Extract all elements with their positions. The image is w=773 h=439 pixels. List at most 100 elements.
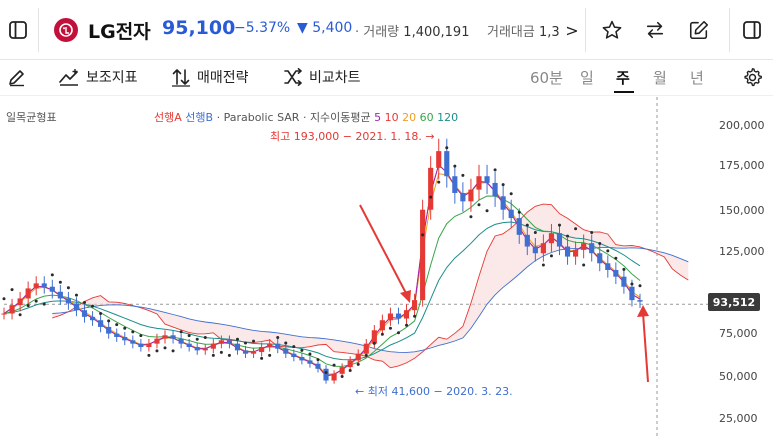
low-arrow: ← (355, 385, 365, 398)
period-week[interactable]: 주 (616, 69, 630, 87)
sar-dot (2, 297, 6, 301)
gear-icon[interactable] (740, 65, 764, 89)
legend-sar: Parabolic SAR (223, 111, 300, 124)
candle-body (532, 246, 538, 254)
legend-ema: 지수이동평균 (309, 111, 371, 124)
candle-body (564, 246, 571, 257)
current-price: 95,100 (162, 17, 236, 39)
stock-chart[interactable]: 일목균형표 선행A 선행B · Parabolic SAR · 지수이동평균 5… (0, 97, 773, 439)
candle-body (412, 300, 418, 311)
period-year[interactable]: 년 (690, 69, 704, 87)
sar-dot (34, 299, 38, 303)
sar-dot (557, 223, 561, 227)
period-60min[interactable]: 60분 (530, 69, 563, 87)
candle-body (436, 151, 442, 168)
trading-amount-info: 거래대금 1,3 (487, 21, 562, 40)
sar-dot (396, 331, 400, 335)
sar-dot (485, 209, 489, 213)
candle-body (9, 305, 15, 314)
strategy-button[interactable]: 매매전략 (171, 67, 249, 87)
chart-canvas[interactable] (0, 97, 773, 439)
candle-body (516, 218, 522, 235)
candle-body (315, 363, 321, 369)
sar-dot (388, 326, 392, 330)
volume-value: 1,400,191 (403, 25, 470, 40)
candle-body (460, 192, 466, 202)
legend-ma20: 20 (402, 111, 417, 124)
right-panel-toggle-icon[interactable] (740, 18, 764, 42)
candle-body (1, 313, 7, 315)
sar-dot (340, 374, 344, 378)
candle-body (154, 338, 160, 344)
period-day[interactable]: 일 (580, 69, 594, 87)
sar-dot (372, 341, 376, 345)
candle-body (524, 234, 530, 247)
sar-dot (211, 353, 215, 357)
volume-info: · 거래량 1,400,191 (355, 21, 469, 40)
chart-legend: 선행A 선행B · Parabolic SAR · 지수이동평균 5 10 20… (154, 109, 458, 125)
ema-60-line (3, 195, 641, 367)
sidebar-toggle-icon[interactable] (6, 18, 30, 42)
sar-dot (10, 288, 14, 292)
sar-dot (348, 368, 352, 372)
sar-dot (574, 227, 578, 231)
candle-body (395, 313, 402, 319)
candle-body (299, 357, 305, 361)
sar-dot (203, 335, 207, 339)
candle-body (162, 335, 168, 339)
candle-body (323, 368, 329, 381)
sar-dot (268, 353, 272, 357)
leading-span-a-line (52, 203, 689, 369)
candle-body (81, 310, 88, 317)
change-percent: −5.37% (234, 20, 291, 36)
sar-dot (244, 341, 248, 345)
candle-body (540, 243, 546, 254)
swap-arrows-icon[interactable] (642, 17, 668, 43)
compare-label: 비교차트 (309, 70, 361, 86)
sar-dot (566, 234, 570, 238)
sar-dot (421, 233, 425, 237)
sar-dot (74, 293, 78, 297)
sar-dot (493, 168, 497, 172)
sar-dot (614, 256, 618, 260)
y-tick-label: 150,000 (719, 204, 765, 217)
sar-dot (549, 254, 553, 258)
low-annotation: ← 최저 41,600 − 2020. 3. 23. (355, 383, 513, 399)
indicator-button[interactable]: 보조지표 (58, 67, 138, 87)
candle-body (629, 286, 635, 301)
sar-dot (332, 363, 336, 367)
sar-dot (171, 349, 175, 353)
sar-dot (525, 223, 529, 227)
ema-120-line (3, 221, 641, 361)
compare-icon (284, 68, 302, 86)
pen-draw-icon[interactable] (6, 66, 28, 88)
sar-dot (107, 319, 111, 323)
sar-dot (18, 313, 22, 317)
high-annotation: 최고 193,000 − 2021. 1. 18. → (270, 130, 435, 143)
sar-dot (541, 263, 545, 267)
candle-body (613, 269, 619, 277)
sar-dot (477, 203, 481, 207)
candle-body (146, 343, 152, 348)
divider (585, 8, 586, 52)
compare-chart-button[interactable]: 비교차트 (283, 67, 361, 87)
sar-dot (26, 304, 30, 308)
period-month[interactable]: 월 (653, 69, 667, 87)
sar-dot (517, 210, 521, 214)
candle-body (548, 233, 555, 244)
indicator-label: 보조지표 (86, 70, 138, 86)
star-icon[interactable] (599, 17, 625, 43)
sar-dot (316, 358, 320, 362)
candle-body (130, 340, 136, 344)
sar-dot (163, 346, 167, 350)
chevron-right-icon[interactable]: > (565, 20, 579, 40)
sar-dot (300, 348, 304, 352)
y-tick-label: 125,000 (719, 245, 765, 258)
sar-dot (235, 337, 239, 341)
candle-body (17, 298, 23, 306)
stock-header: LG전자 95,100 −5.37% ▼ 5,400 · 거래량 1,400,1… (0, 0, 773, 60)
strategy-label: 매매전략 (197, 70, 249, 86)
edit-icon[interactable] (686, 17, 712, 43)
candle-body (194, 347, 200, 351)
candle-body (444, 151, 450, 177)
